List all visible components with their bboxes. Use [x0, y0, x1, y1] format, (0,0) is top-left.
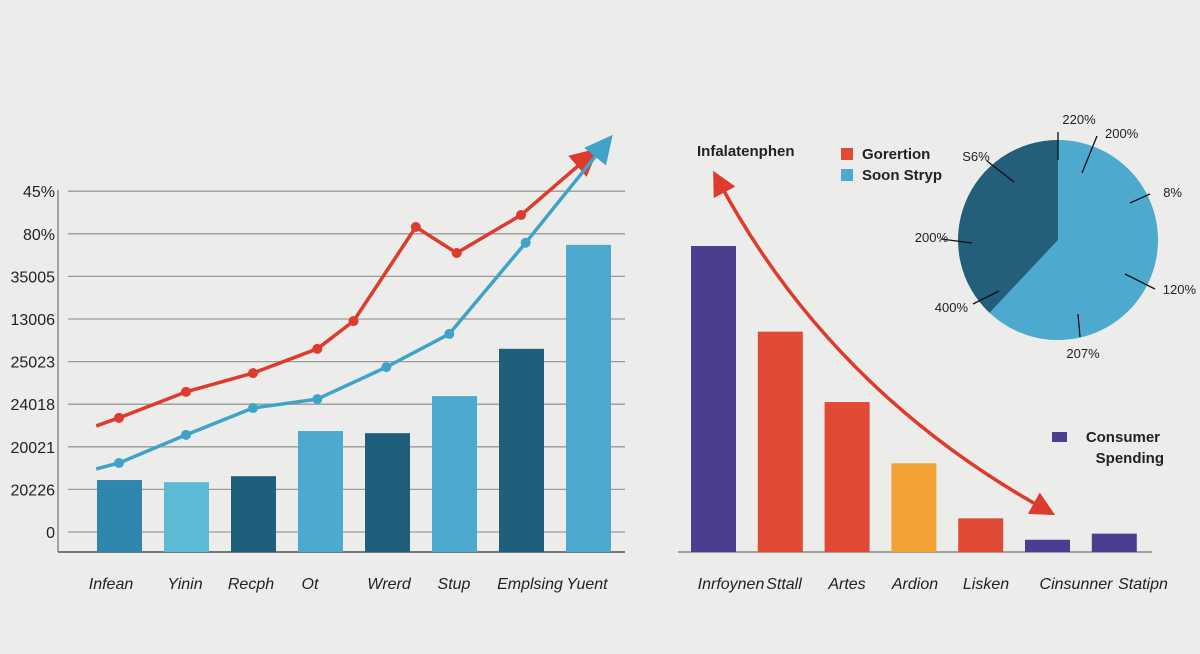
y-tick-label: 24018 — [11, 397, 56, 414]
line-point — [348, 316, 359, 327]
pie-leader-line — [1077, 313, 1081, 338]
bar — [1025, 539, 1070, 552]
line-point — [451, 247, 462, 258]
line-point — [520, 237, 531, 248]
line-point — [248, 403, 258, 414]
bar — [499, 348, 544, 552]
bar — [958, 518, 1004, 552]
bar — [298, 431, 343, 552]
legend-swatch-consumer-spending — [1052, 432, 1067, 442]
red-trend-line — [95, 148, 599, 428]
x-tick-label: Ardion — [891, 576, 938, 593]
legend-label-soon-stryp: Soon Stryp — [862, 167, 942, 184]
legend-label-consumer-spending: Consumer Spending — [1086, 429, 1164, 467]
pie-label: 200% — [1105, 126, 1139, 141]
x-tick-label: Sttall — [766, 576, 802, 593]
bar — [164, 482, 209, 552]
bar — [231, 476, 276, 552]
y-tick-label: 25023 — [11, 355, 56, 372]
x-tick-label: Lisken — [963, 576, 1009, 593]
double-headed-arrow — [713, 170, 1056, 516]
line-point — [381, 362, 392, 373]
bar — [824, 402, 870, 552]
x-tick-label: Wrerd — [367, 576, 412, 593]
x-tick-label: Recph — [228, 576, 274, 593]
line-point — [114, 412, 124, 423]
x-tick-label: Infean — [89, 576, 134, 593]
pie-label: 220% — [1062, 112, 1096, 127]
y-tick-label: 13006 — [11, 312, 56, 329]
pie-leader-line — [1129, 193, 1151, 204]
bar — [97, 480, 142, 552]
line-point — [114, 457, 124, 468]
legend-swatch-gorertion — [841, 148, 853, 160]
pie-leader-line — [986, 160, 1015, 183]
y-tick-label: 20226 — [11, 482, 56, 499]
bar — [365, 433, 410, 552]
bar — [566, 244, 611, 552]
y-tick-label: 35005 — [11, 269, 56, 286]
right-chart-title: Infalatenphen — [697, 143, 795, 160]
bar — [757, 331, 803, 552]
bar — [1091, 533, 1137, 552]
pie-slice — [958, 140, 1058, 313]
pie-label: 400% — [935, 300, 969, 315]
x-tick-label: Cinsunner — [1040, 576, 1114, 593]
x-tick-label: Statipn — [1118, 576, 1168, 593]
line-point — [444, 328, 455, 339]
x-tick-label: Yuent — [566, 576, 608, 593]
line-point — [181, 386, 191, 397]
pie-leader-line — [972, 290, 1000, 305]
bar — [691, 246, 736, 552]
line-point — [312, 343, 323, 354]
pie-leader-line — [1124, 273, 1156, 290]
y-tick-label: 80% — [23, 227, 55, 244]
pie-label: 200% — [915, 230, 949, 245]
y-tick-label: 0 — [46, 525, 55, 542]
y-tick-label: 45% — [23, 184, 55, 201]
pie-slice — [989, 140, 1158, 340]
x-tick-label: Yinin — [167, 576, 202, 593]
legend-label-gorertion: Gorertion — [862, 146, 930, 163]
x-tick-label: Stup — [438, 576, 471, 593]
pie-label: 8% — [1163, 185, 1182, 200]
line-point — [312, 394, 323, 405]
line-point — [248, 368, 258, 379]
legend-swatch-soon-stryp — [841, 169, 853, 181]
pie-label: 120% — [1163, 282, 1197, 297]
line-point — [181, 429, 191, 440]
pie-label: 207% — [1066, 346, 1100, 361]
pie-leader-line — [1081, 135, 1098, 174]
x-tick-label: Emplsing — [497, 576, 563, 593]
x-tick-label: Inrfoynen — [698, 576, 765, 593]
line-point — [516, 210, 526, 221]
x-tick-label: Ot — [302, 576, 319, 593]
x-tick-label: Artes — [827, 576, 865, 593]
pie-label: S6% — [962, 149, 990, 164]
pie-leader-line — [940, 238, 973, 244]
line-point — [410, 221, 421, 232]
y-tick-label: 20021 — [11, 440, 56, 457]
bar — [432, 396, 477, 552]
bar — [891, 463, 937, 552]
